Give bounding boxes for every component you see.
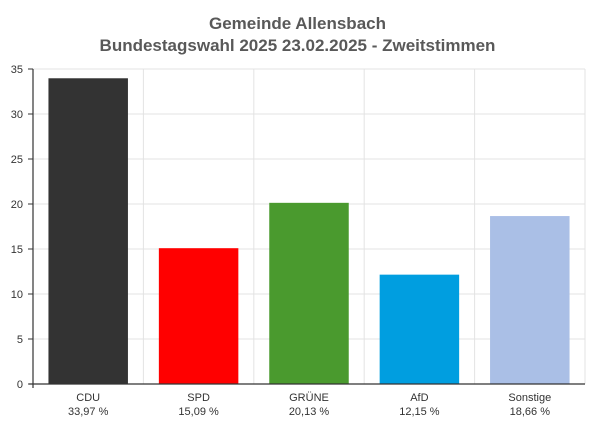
x-tick-label: SPD — [187, 392, 210, 404]
bar-grüne — [269, 202, 349, 384]
value-label: 18,66 % — [510, 406, 551, 418]
value-label: 12,15 % — [399, 406, 440, 418]
x-tick-label: Sonstige — [508, 392, 551, 404]
x-tick-label: CDU — [76, 392, 100, 404]
chart-subtitle: Bundestagswahl 2025 23.02.2025 - Zweitst… — [99, 36, 496, 55]
y-tick-label: 35 — [11, 64, 23, 76]
y-tick-label: 10 — [11, 289, 23, 301]
y-tick-label: 30 — [11, 109, 23, 121]
bar-cdu — [48, 78, 128, 385]
y-tick-label: 0 — [17, 379, 23, 391]
y-tick-label: 5 — [17, 334, 23, 346]
x-tick-label: GRÜNE — [289, 392, 329, 404]
y-tick-label: 15 — [11, 244, 23, 256]
bar-afd — [379, 274, 460, 384]
x-tick-label: AfD — [410, 392, 428, 404]
y-tick-label: 20 — [11, 199, 23, 211]
chart-title: Gemeinde Allensbach — [209, 14, 386, 33]
value-label: 20,13 % — [289, 406, 330, 418]
y-tick-label: 25 — [11, 154, 23, 166]
bar-spd — [158, 248, 239, 384]
value-label: 15,09 % — [178, 406, 219, 418]
value-label: 33,97 % — [68, 406, 109, 418]
bar-sonstige — [490, 216, 570, 384]
